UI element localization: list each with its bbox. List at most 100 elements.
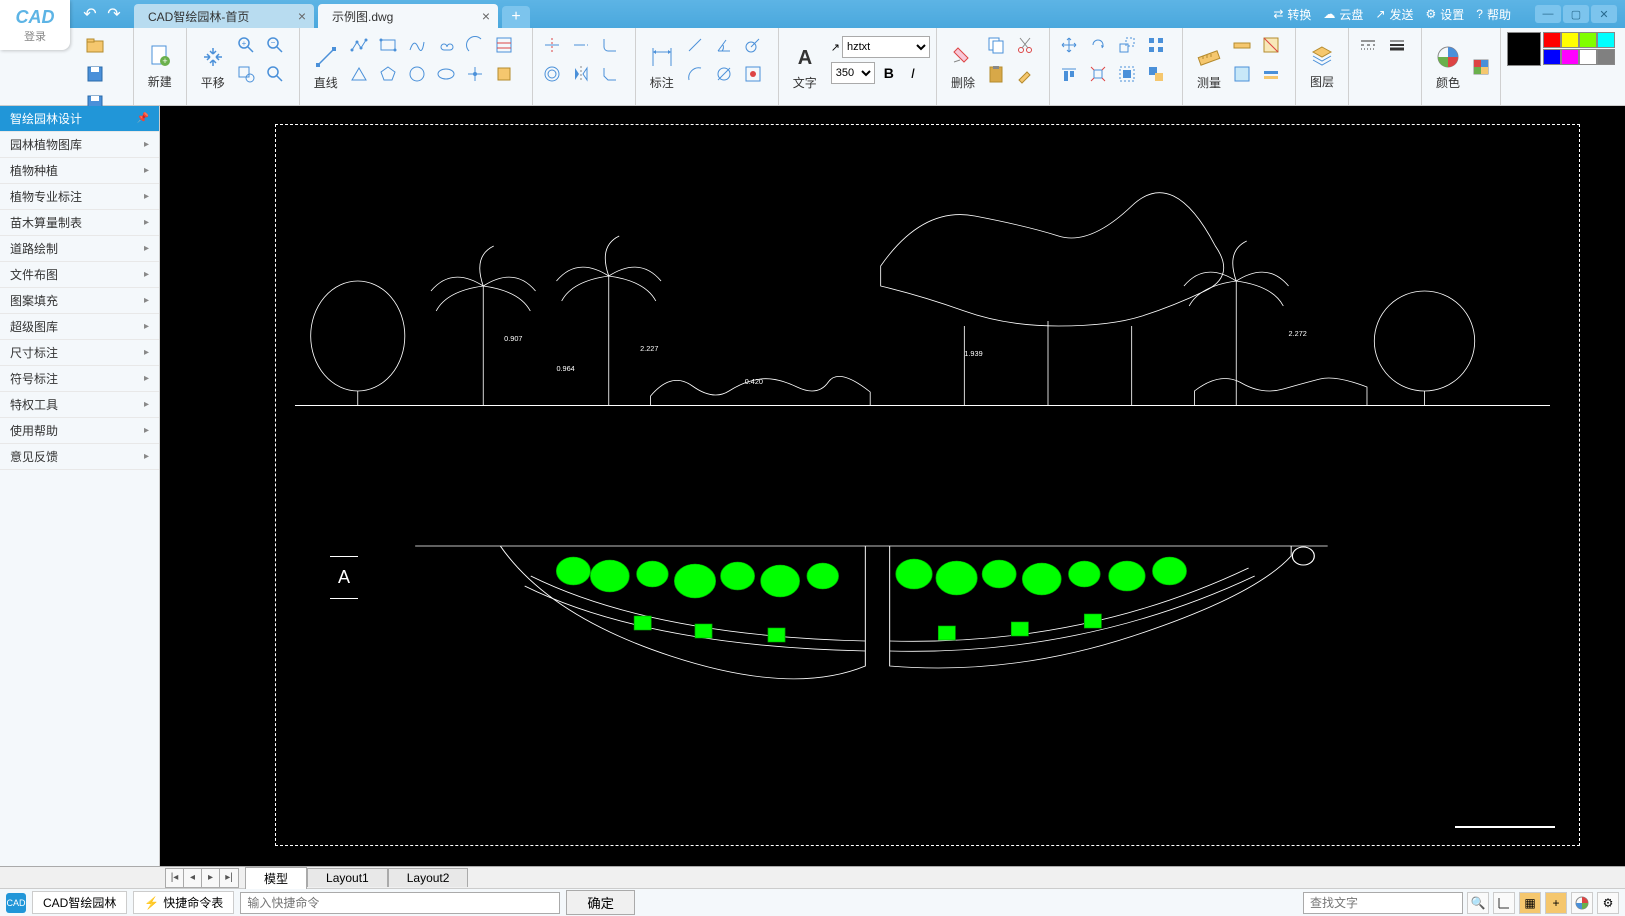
color-swatch-4[interactable]	[1543, 49, 1561, 65]
grid-toggle[interactable]: ▦	[1519, 892, 1541, 914]
open-button[interactable]	[82, 32, 108, 58]
dim-angular-button[interactable]	[711, 32, 737, 58]
cut-button[interactable]	[1012, 32, 1038, 58]
measure-id-button[interactable]	[1258, 61, 1284, 87]
ungroup-button[interactable]	[1143, 61, 1169, 87]
polygon-button[interactable]	[375, 61, 401, 87]
color-swatch-0[interactable]	[1543, 32, 1561, 48]
color-wheel-icon[interactable]	[1571, 892, 1593, 914]
arc-button[interactable]	[462, 32, 488, 58]
trim-button[interactable]	[539, 32, 565, 58]
explode-button[interactable]	[1085, 61, 1111, 87]
color-swatch-5[interactable]	[1561, 49, 1579, 65]
block-button[interactable]	[491, 61, 517, 87]
copy-button[interactable]	[983, 32, 1009, 58]
redo-button[interactable]: ↷	[104, 4, 124, 24]
more-color-button[interactable]	[1468, 54, 1494, 80]
dim-arc-button[interactable]	[682, 61, 708, 87]
search-button[interactable]: 🔍	[1467, 892, 1489, 914]
zoom-out-button[interactable]: −	[262, 32, 288, 58]
measure-angle-button[interactable]	[1229, 61, 1255, 87]
layout-last-button[interactable]: ▸|	[220, 869, 238, 887]
mirror-button[interactable]	[568, 61, 594, 87]
ellipse-button[interactable]	[433, 61, 459, 87]
sidebar-item-4[interactable]: 苗木算量制表▸	[0, 210, 159, 236]
sidebar-item-9[interactable]: 尺寸标注▸	[0, 340, 159, 366]
text-button[interactable]: A 文字	[785, 32, 825, 102]
layout-tab-1[interactable]: Layout1	[307, 868, 388, 887]
offset-button[interactable]	[539, 61, 565, 87]
paste-button[interactable]	[983, 61, 1009, 87]
new-button[interactable]: + 新建	[140, 32, 180, 101]
maximize-button[interactable]: ▢	[1563, 5, 1589, 23]
delete-button[interactable]: 删除	[943, 32, 983, 102]
app-name-label[interactable]: CAD智绘园林	[32, 891, 127, 914]
sidebar-item-3[interactable]: 植物专业标注▸	[0, 184, 159, 210]
lweight-button[interactable]	[1384, 32, 1410, 58]
save-button[interactable]	[82, 61, 108, 87]
layout-next-button[interactable]: ▸	[202, 869, 220, 887]
sidebar-item-0[interactable]: 智绘园林设计📌	[0, 106, 159, 132]
snap-toggle[interactable]: +	[1545, 892, 1567, 914]
revcloud-button[interactable]	[433, 32, 459, 58]
layout-first-button[interactable]: |◂	[166, 869, 184, 887]
group-button[interactable]	[1114, 61, 1140, 87]
rotate-button[interactable]	[1085, 32, 1111, 58]
close-icon[interactable]: ×	[298, 8, 306, 24]
bold-button[interactable]: B	[879, 65, 899, 81]
zoom-extents-button[interactable]	[262, 61, 288, 87]
measure-dist-button[interactable]	[1229, 32, 1255, 58]
hatch-button[interactable]	[491, 32, 517, 58]
triangle-button[interactable]	[346, 61, 372, 87]
dim-leader-button[interactable]	[740, 61, 766, 87]
cloud-button[interactable]: ☁云盘	[1323, 6, 1363, 23]
sidebar-item-6[interactable]: 文件布图▸	[0, 262, 159, 288]
color-swatch-3[interactable]	[1597, 32, 1615, 48]
italic-button[interactable]: I	[903, 65, 923, 81]
move-button[interactable]	[1056, 32, 1082, 58]
font-select[interactable]: hztxt	[842, 36, 930, 58]
color-button[interactable]: 颜色	[1428, 32, 1468, 102]
fontsize-select[interactable]: 350	[831, 62, 875, 84]
align-button[interactable]	[1056, 61, 1082, 87]
layout-tab-model[interactable]: 模型	[245, 867, 307, 889]
line-button[interactable]: 直线	[306, 32, 346, 102]
sidebar-item-5[interactable]: 道路绘制▸	[0, 236, 159, 262]
rectangle-button[interactable]	[375, 32, 401, 58]
fillet-button[interactable]	[597, 32, 623, 58]
undo-button[interactable]: ↶	[80, 4, 100, 24]
polyline-button[interactable]	[346, 32, 372, 58]
ok-button[interactable]: 确定	[566, 890, 635, 915]
spline-button[interactable]	[404, 32, 430, 58]
sidebar-item-12[interactable]: 使用帮助▸	[0, 418, 159, 444]
sidebar-item-11[interactable]: 特权工具▸	[0, 392, 159, 418]
quick-cmd-button[interactable]: ⚡快捷命令表	[133, 891, 234, 914]
ltype-button[interactable]	[1355, 32, 1381, 58]
annotate-button[interactable]: 标注	[642, 32, 682, 102]
close-icon[interactable]: ×	[482, 8, 490, 24]
help-button[interactable]: ?帮助	[1476, 6, 1511, 23]
color-swatch-current[interactable]	[1507, 32, 1541, 66]
pan-button[interactable]: 平移	[193, 32, 233, 102]
layout-prev-button[interactable]: ◂	[184, 869, 202, 887]
drawing-canvas[interactable]: 0.907 0.964 2.227 0.420 1.939 2.272 A	[160, 106, 1625, 866]
sidebar-item-2[interactable]: 植物种植▸	[0, 158, 159, 184]
dim-radius-button[interactable]	[740, 32, 766, 58]
close-button[interactable]: ✕	[1591, 5, 1617, 23]
color-swatch-2[interactable]	[1579, 32, 1597, 48]
color-swatch-1[interactable]	[1561, 32, 1579, 48]
tab-drawing[interactable]: 示例图.dwg ×	[318, 4, 498, 28]
match-button[interactable]	[1012, 61, 1038, 87]
convert-button[interactable]: ⇄转换	[1273, 6, 1311, 23]
tab-add-button[interactable]: +	[502, 6, 530, 28]
dim-aligned-button[interactable]	[682, 32, 708, 58]
zoom-window-button[interactable]	[233, 61, 259, 87]
search-input[interactable]	[1303, 892, 1463, 914]
dim-diameter-button[interactable]	[711, 61, 737, 87]
sidebar-item-1[interactable]: 园林植物图库▸	[0, 132, 159, 158]
settings-button[interactable]: ⚙设置	[1426, 6, 1465, 23]
layout-tab-2[interactable]: Layout2	[388, 868, 469, 887]
extend-button[interactable]	[568, 32, 594, 58]
circle-button[interactable]	[404, 61, 430, 87]
measure-button[interactable]: 测量	[1189, 32, 1229, 102]
